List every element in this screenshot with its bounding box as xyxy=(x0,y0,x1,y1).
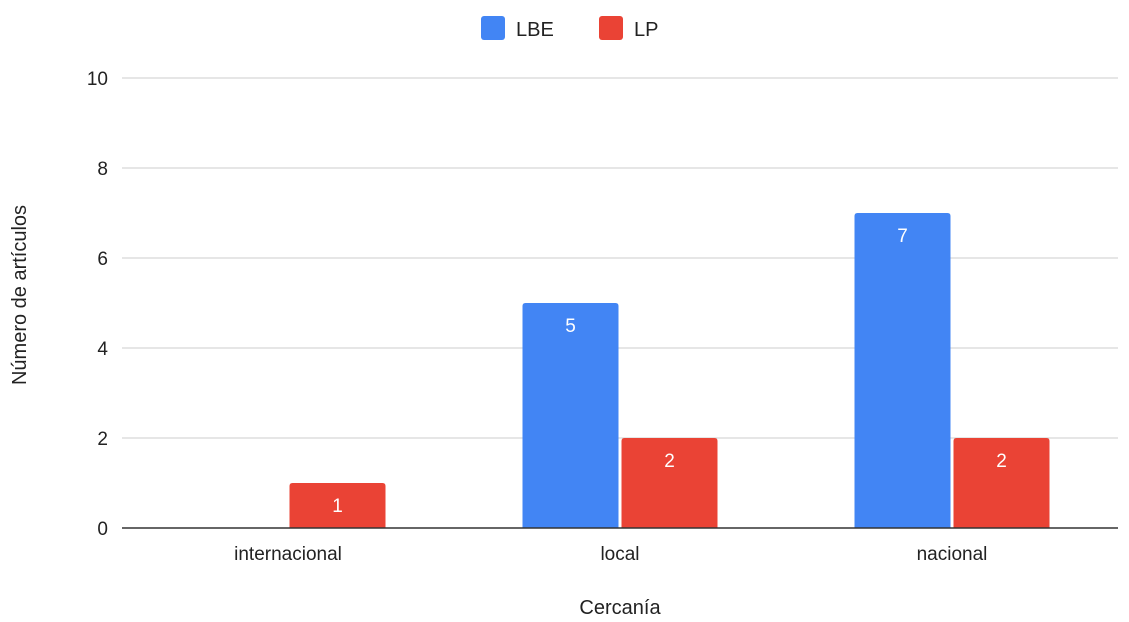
bar-lp-nacional xyxy=(953,438,1050,528)
legend: LBE LP xyxy=(481,16,658,41)
x-tick-label: nacional xyxy=(917,544,988,565)
y-tick-label: 6 xyxy=(97,249,108,270)
bar-lp-internacional xyxy=(289,483,386,528)
bar-lbe-nacional xyxy=(854,213,951,528)
data-label: 1 xyxy=(332,496,343,517)
data-label: 7 xyxy=(897,226,908,247)
gridlines xyxy=(122,77,1118,439)
y-tick-label: 4 xyxy=(97,339,108,360)
y-tick-label: 10 xyxy=(87,69,108,90)
y-tick-label: 8 xyxy=(97,159,108,180)
legend-swatch-lbe xyxy=(481,16,505,40)
y-tick-label: 2 xyxy=(97,429,108,450)
x-tick-label: local xyxy=(600,544,639,565)
bar-lp-local xyxy=(621,438,718,528)
y-axis-title: Número de artículos xyxy=(9,205,31,385)
y-axis-ticks: 0 2 4 6 8 10 xyxy=(87,69,109,540)
bar-lbe-local xyxy=(522,303,619,528)
legend-label-lp: LP xyxy=(634,19,658,41)
data-label: 2 xyxy=(996,451,1007,472)
data-label: 2 xyxy=(664,451,675,472)
x-axis-ticks: internacional local nacional xyxy=(234,544,987,565)
y-tick-label: 0 xyxy=(97,519,108,540)
legend-swatch-lp xyxy=(599,16,623,40)
x-tick-label: internacional xyxy=(234,544,342,565)
bars: 1 5 2 7 2 xyxy=(289,213,1050,528)
legend-label-lbe: LBE xyxy=(516,19,554,41)
data-label: 5 xyxy=(565,316,576,337)
x-axis-title: Cercanía xyxy=(579,597,661,619)
